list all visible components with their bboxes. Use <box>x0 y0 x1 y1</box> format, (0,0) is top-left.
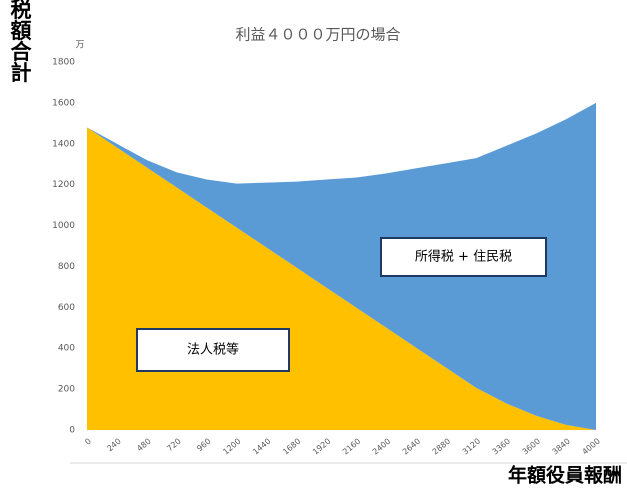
x-tick-label: 4000 <box>581 437 602 457</box>
x-tick-label: 3120 <box>461 437 482 457</box>
x-tick-label: 3840 <box>551 437 572 457</box>
y-unit: 万 <box>75 41 84 51</box>
x-tick-label: 1200 <box>221 437 242 457</box>
x-tick-label: 3600 <box>521 437 542 457</box>
series-label: 所得税 + 住民税 <box>415 249 512 265</box>
y-tick-label: 1200 <box>52 180 75 190</box>
chart-title: 利益４０００万円の場合 <box>235 26 400 44</box>
series-box <box>380 237 547 277</box>
y-tick-label: 1400 <box>52 139 75 149</box>
y-tick-label: 800 <box>58 262 75 272</box>
series-label: 法人税等 <box>187 342 239 358</box>
y-tick-label: 1600 <box>52 98 75 108</box>
y-tick-label: 400 <box>58 344 75 354</box>
y-tick-label: 200 <box>58 385 75 395</box>
y-tick-label: 1800 <box>52 58 75 68</box>
x-tick-label: 1440 <box>251 437 272 457</box>
y-axis-label: 納税額合計 <box>8 0 33 84</box>
y-tick-label: 1000 <box>52 221 75 231</box>
x-tick-label: 960 <box>195 437 212 454</box>
series-box <box>136 328 290 372</box>
y-tick-label: 0 <box>69 426 75 436</box>
x-axis-label: 年額役員報酬 <box>508 464 622 487</box>
x-tick-label: 720 <box>165 437 182 454</box>
x-tick-label: 3360 <box>491 437 512 457</box>
y-tick-label: 600 <box>58 303 75 313</box>
x-tick-label: 1680 <box>281 437 302 457</box>
x-tick-label: 480 <box>135 437 152 454</box>
x-tick-label: 2880 <box>431 437 452 457</box>
area <box>87 102 596 430</box>
x-tick-label: 1920 <box>311 437 332 457</box>
x-tick-label: 2400 <box>371 437 392 457</box>
x-tick-label: 0 <box>83 437 93 447</box>
x-tick-label: 2640 <box>401 437 422 457</box>
x-tick-label: 240 <box>105 437 122 454</box>
x-tick-label: 2160 <box>341 437 362 457</box>
